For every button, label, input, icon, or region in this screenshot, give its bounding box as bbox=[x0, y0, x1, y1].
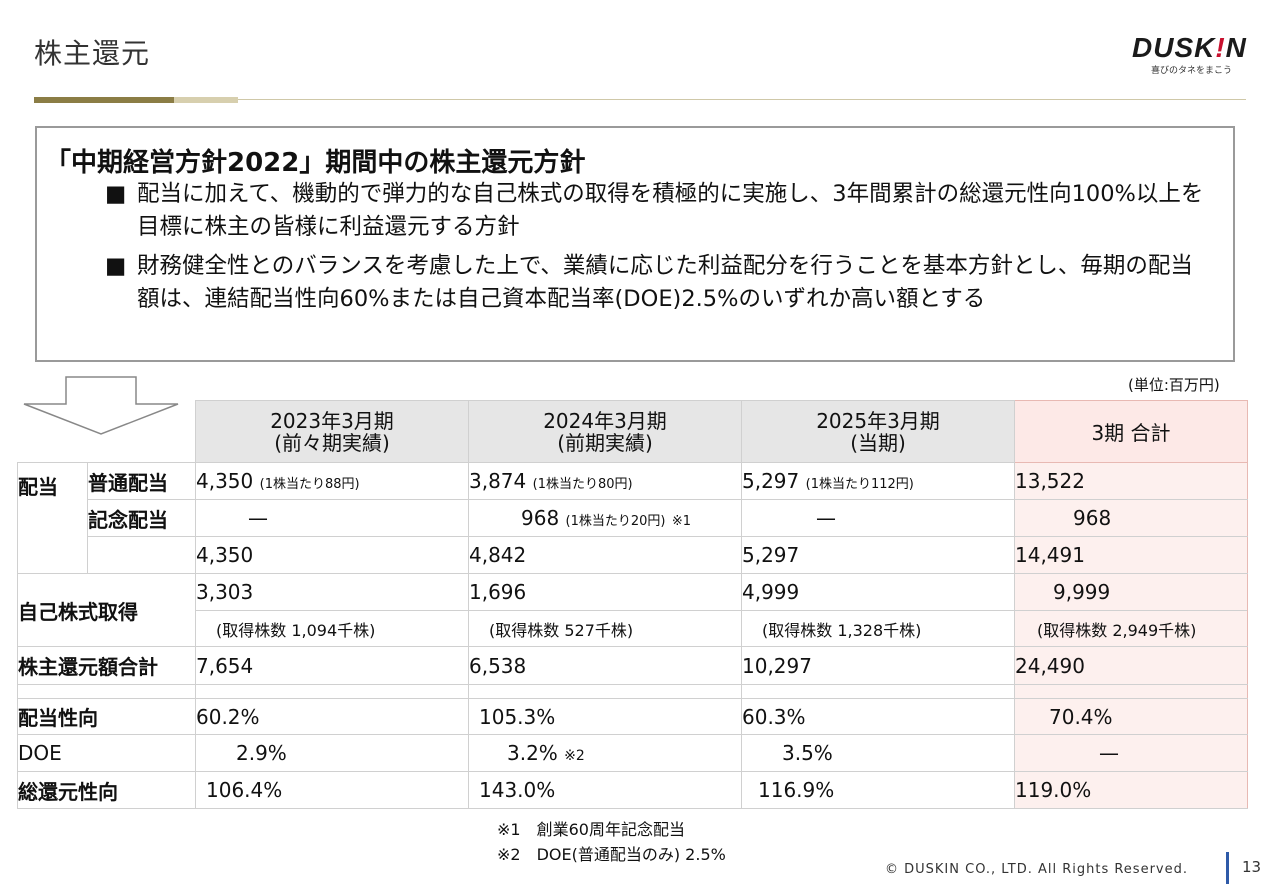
table-cell: 105.3% bbox=[468, 698, 742, 735]
table-cell: 4,350 bbox=[195, 536, 469, 574]
column-header: 2024年3月期 (前期実績) bbox=[468, 400, 742, 463]
table-cell: 1,696 bbox=[468, 573, 742, 611]
policy-bullet-text: 配当に加えて、機動的で弾力的な自己株式の取得を積極的に実施し、3年間累計の総還元… bbox=[137, 181, 1204, 240]
table-row: 記念配当 — 968 (1株当たり20円) ※1 — 968 bbox=[18, 499, 1248, 537]
footnote: ※1 創業60周年記念配当 bbox=[497, 820, 685, 839]
table-row: 配当 普通配当 4,350 (1株当たり88円) 3,874 (1株当たり80円… bbox=[17, 462, 1248, 574]
row-label: 普通配当 bbox=[87, 462, 196, 500]
column-header: 2023年3月期 (前々期実績) bbox=[195, 400, 469, 463]
duskin-logo: DUSK!N 喜びのタネをまこう bbox=[1132, 32, 1250, 77]
table-cell: 60.2% bbox=[195, 698, 469, 735]
table-row: DOE 2.9% 3.2% ※2 3.5% — bbox=[17, 734, 1248, 772]
table-cell: 2.9% bbox=[195, 734, 469, 772]
table-cell: (取得株数 527千株) bbox=[468, 610, 742, 647]
table-cell: 968 bbox=[1014, 499, 1248, 537]
table-cell: 106.4% bbox=[195, 771, 469, 809]
table-cell: 24,490 bbox=[1014, 646, 1248, 685]
row-label: 総還元性向 bbox=[17, 771, 196, 809]
table-cell: — bbox=[741, 499, 1015, 537]
table-row: 配当性向 60.2% 105.3% 60.3% 70.4% bbox=[17, 698, 1248, 735]
unit-label: (単位:百万円) bbox=[1128, 376, 1220, 394]
shareholder-return-table: 2023年3月期 (前々期実績) 2024年3月期 (前期実績) 2025年3月期(… bbox=[17, 400, 1248, 809]
bullet-square-icon: ■ bbox=[105, 181, 127, 207]
policy-bullet-text: 財務健全性とのバランスを考慮した上で、業績に応じた利益配分を行うことを基本方針と… bbox=[137, 253, 1193, 312]
policy-heading: 「中期経営方針2022」期間中の株主還元方針 bbox=[45, 148, 586, 178]
table-cell: (取得株数 2,949千株) bbox=[1014, 610, 1248, 647]
table-header-row: 2023年3月期 (前々期実績) 2024年3月期 (前期実績) 2025年3月期(… bbox=[18, 400, 1248, 463]
header-accent-light bbox=[174, 97, 238, 103]
table-cell: 968 (1株当たり20円) ※1 bbox=[468, 499, 742, 537]
column-header: 2025年3月期 (当期) bbox=[741, 400, 1015, 463]
table-cell: 119.0% bbox=[1014, 771, 1248, 809]
header-accent-dark bbox=[34, 97, 174, 103]
row-label: 配当 bbox=[17, 462, 88, 574]
table-cell: 10,297 bbox=[741, 646, 1015, 685]
column-header-total: 3期 合計 bbox=[1014, 400, 1248, 463]
bullet-square-icon: ■ bbox=[105, 253, 127, 279]
page-number-bar bbox=[1226, 852, 1229, 884]
table-row: 株主還元額合計 7,654 6,538 10,297 24,490 bbox=[17, 646, 1248, 685]
page-number: 13 bbox=[1242, 858, 1262, 876]
table-cell: 3.2% ※2 bbox=[468, 734, 742, 772]
table-cell: 14,491 bbox=[1014, 536, 1248, 574]
footnote: ※2 DOE(普通配当のみ) 2.5% bbox=[497, 845, 726, 864]
table-cell: 7,654 bbox=[195, 646, 469, 685]
table-cell: — bbox=[195, 499, 469, 537]
row-label: DOE bbox=[17, 734, 196, 772]
table-cell: 5,297 bbox=[741, 536, 1015, 574]
table-row: (取得株数 1,094千株) (取得株数 527千株) (取得株数 1,328千… bbox=[18, 610, 1248, 647]
table-row: 4,350 4,842 5,297 14,491 bbox=[18, 536, 1248, 574]
logo-wordmark: DUSK!N bbox=[1132, 32, 1247, 63]
logo-tagline: 喜びのタネをまこう bbox=[1150, 66, 1232, 76]
table-cell: — bbox=[1014, 734, 1248, 772]
row-label: 記念配当 bbox=[87, 499, 196, 537]
table-cell: 116.9% bbox=[741, 771, 1015, 809]
table-cell: 4,999 bbox=[741, 573, 1015, 611]
table-cell: 3,303 bbox=[195, 573, 469, 611]
table-spacer-row bbox=[17, 684, 1248, 699]
table-cell: 6,538 bbox=[468, 646, 742, 685]
row-label: 株主還元額合計 bbox=[17, 646, 196, 685]
table-cell: 143.0% bbox=[468, 771, 742, 809]
table-row: 総還元性向 106.4% 143.0% 116.9% 119.0% bbox=[17, 771, 1248, 809]
table-cell: 9,999 bbox=[1014, 573, 1248, 611]
table-cell: 3.5% bbox=[741, 734, 1015, 772]
table-cell: 70.4% bbox=[1014, 698, 1248, 735]
page-title: 株主還元 bbox=[34, 37, 151, 70]
row-label: 配当性向 bbox=[17, 698, 196, 735]
table-cell: 5,297 (1株当たり112円) bbox=[741, 462, 1015, 500]
table-cell: 60.3% bbox=[741, 698, 1015, 735]
table-cell: (取得株数 1,328千株) bbox=[741, 610, 1015, 647]
table-cell: 4,350 (1株当たり88円) bbox=[195, 462, 469, 500]
table-row: 自己株式取得 3,303 1,696 4,999 9,999 bbox=[17, 573, 1248, 647]
table-cell: 3,874 (1株当たり80円) bbox=[468, 462, 742, 500]
table-cell: (取得株数 1,094千株) bbox=[195, 610, 469, 647]
down-arrow-icon bbox=[23, 376, 179, 435]
policy-box: 「中期経営方針2022」期間中の株主還元方針 ■ 配当に加えて、機動的で弾力的な… bbox=[35, 126, 1235, 362]
table-cell: 4,842 bbox=[468, 536, 742, 574]
header-rule bbox=[34, 99, 1246, 100]
table-cell: 13,522 bbox=[1014, 462, 1248, 500]
copyright: © DUSKIN CO., LTD. All Rights Reserved. bbox=[885, 862, 1188, 877]
row-label: 自己株式取得 bbox=[17, 573, 196, 647]
